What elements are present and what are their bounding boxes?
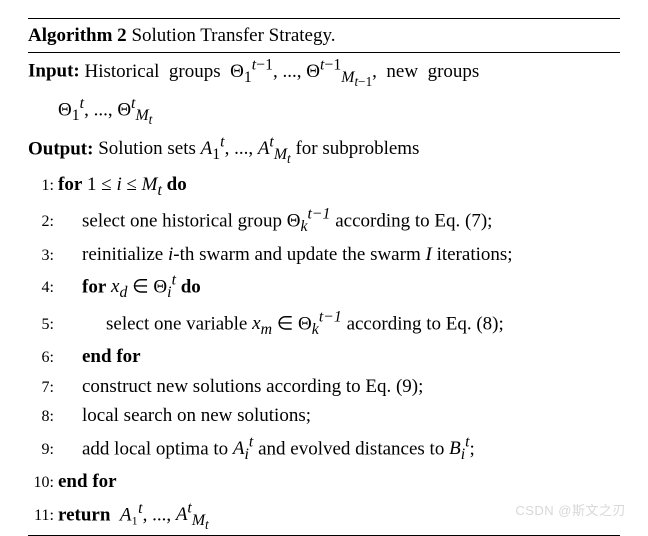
step-body: end for bbox=[58, 467, 620, 496]
output-block: Output: Solution sets A1t, ..., AtMt for… bbox=[28, 131, 620, 170]
input-block: Input: Historical groups Θ1t−1, ..., Θt−… bbox=[28, 53, 620, 92]
line-number: 9: bbox=[28, 438, 58, 463]
input-block-line2: Θ1t, ..., ΘtMt bbox=[28, 92, 620, 131]
step-body: reinitialize i-th swarm and update the s… bbox=[58, 240, 620, 269]
step-line: 1:for 1 ≤ i ≤ Mt do bbox=[28, 170, 620, 203]
step-line: 3:reinitialize i-th swarm and update the… bbox=[28, 240, 620, 269]
input-label: Input: bbox=[28, 61, 80, 82]
step-line: 6:end for bbox=[28, 342, 620, 371]
line-number: 10: bbox=[28, 471, 58, 496]
line-number: 11: bbox=[28, 504, 58, 529]
line-number: 8: bbox=[28, 405, 58, 430]
line-number: 6: bbox=[28, 346, 58, 371]
output-text: Solution sets A1t, ..., AtMt for subprob… bbox=[98, 138, 419, 159]
algorithm-title: Algorithm 2 Solution Transfer Strategy. bbox=[28, 19, 620, 52]
step-line: 5:select one variable xm ∈ Θkt−1 accordi… bbox=[28, 306, 620, 343]
algorithm-steps: 1:for 1 ≤ i ≤ Mt do2:select one historic… bbox=[28, 170, 620, 536]
input-text-1: Historical groups Θ1t−1, ..., Θt−1Mt−1, … bbox=[85, 61, 480, 82]
step-body: construct new solutions according to Eq.… bbox=[58, 372, 620, 401]
step-line: 10:end for bbox=[28, 467, 620, 496]
step-body: select one historical group Θkt−1 accord… bbox=[58, 203, 620, 240]
line-number: 5: bbox=[28, 313, 58, 338]
step-body: add local optima to Ait and evolved dist… bbox=[58, 431, 620, 468]
output-label: Output: bbox=[28, 138, 93, 159]
step-line: 9:add local optima to Ait and evolved di… bbox=[28, 431, 620, 468]
line-number: 1: bbox=[28, 174, 58, 199]
step-body: select one variable xm ∈ Θkt−1 according… bbox=[58, 306, 620, 343]
step-body: for xd ∈ Θit do bbox=[58, 269, 620, 306]
line-number: 2: bbox=[28, 210, 58, 235]
watermark: CSDN @斯文之刃 bbox=[515, 501, 626, 521]
step-body: local search on new solutions; bbox=[58, 401, 620, 430]
line-number: 3: bbox=[28, 244, 58, 269]
algorithm-label: Algorithm 2 bbox=[28, 25, 127, 46]
step-line: 4:for xd ∈ Θit do bbox=[28, 269, 620, 306]
step-body: end for bbox=[58, 342, 620, 371]
step-line: 8:local search on new solutions; bbox=[28, 401, 620, 430]
line-number: 7: bbox=[28, 376, 58, 401]
step-body: for 1 ≤ i ≤ Mt do bbox=[58, 170, 620, 203]
step-line: 2:select one historical group Θkt−1 acco… bbox=[28, 203, 620, 240]
algorithm-name: Solution Transfer Strategy. bbox=[131, 25, 335, 46]
step-line: 7:construct new solutions according to E… bbox=[28, 372, 620, 401]
line-number: 4: bbox=[28, 276, 58, 301]
